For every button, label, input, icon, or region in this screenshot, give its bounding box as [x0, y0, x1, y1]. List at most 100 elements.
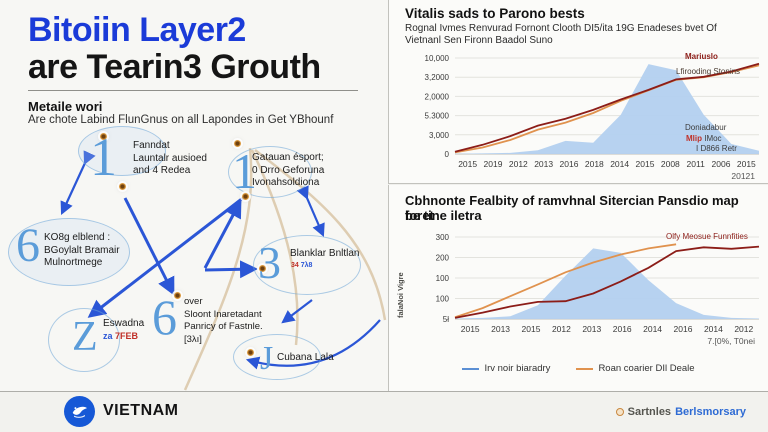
legend-mark-blue [462, 367, 480, 370]
marker-dot [259, 265, 266, 272]
bottom-chart-label-olfy: Olfy Meosue Funnfities [666, 232, 748, 241]
node-digit: 3 [258, 237, 281, 288]
brand-name: VIETNAM [103, 402, 179, 419]
svg-text:2015: 2015 [737, 159, 756, 169]
svg-text:0: 0 [445, 150, 450, 159]
svg-text:200: 200 [436, 254, 450, 263]
svg-text:2016: 2016 [613, 324, 632, 334]
top-chart-panel: Vitalis sads to Parono bests Rognal Ivme… [388, 0, 768, 184]
svg-text:7.[0%, T0nei: 7.[0%, T0nei [707, 336, 755, 346]
bottom-chart-title-2: be tine iletra [405, 208, 482, 223]
node-sublabel-red: 34 [291, 262, 299, 269]
top-chart-label-mlip-imoc: Mlip IMoc [686, 134, 722, 143]
legend-label: Irv noir biaradry [484, 363, 551, 374]
arrow-double [296, 185, 325, 238]
vietnam-logo [64, 396, 95, 427]
title-line-1: Bitoiin Layer2 [28, 11, 246, 49]
bottom-chart-ylabel: falaNoi Vigre [396, 272, 405, 318]
svg-text:5ł: 5ł [443, 315, 449, 324]
node-bubble [8, 218, 130, 286]
node-bubble [78, 126, 166, 176]
svg-text:2019: 2019 [484, 159, 503, 169]
arrow [203, 199, 242, 269]
node-digit: 6 [16, 219, 40, 272]
arrow [281, 299, 313, 324]
left-panel: Bitoiin Layer2 are Tearin3 Grouth Metail… [0, 0, 388, 391]
arrow [123, 197, 175, 296]
section-heading: Metaile wori [28, 99, 103, 114]
page-title: Bitoiin Layer2 are Tearin3 Grouth [28, 12, 321, 86]
credit-left: Sartnles [627, 406, 672, 418]
svg-text:3,000: 3,000 [429, 131, 450, 140]
node-label: Fanndat Launtalr ausioed and 4 Redea [133, 140, 207, 176]
svg-text:2018: 2018 [585, 159, 604, 169]
node-digit: J [260, 340, 274, 377]
svg-text:2015: 2015 [461, 324, 480, 334]
node-digit: Z [72, 314, 98, 360]
marker-dot [174, 292, 181, 299]
svg-text:2014: 2014 [610, 159, 629, 169]
svg-text:2,0000: 2,0000 [425, 92, 450, 101]
node-sublabel: 34 7λ8 [291, 262, 312, 270]
credit-right: Berlsmorsary [675, 406, 746, 418]
legend-item: Roan coarier DIl Deale [576, 363, 695, 374]
top-chart-label-doniadabur: Doniadabur [685, 123, 727, 132]
node-sublabel-blue: za [103, 331, 113, 341]
svg-text:2015: 2015 [522, 324, 541, 334]
svg-text:100: 100 [436, 295, 450, 304]
node-label: KO8g elblend : BGoylalt Bramair Mulnortm… [44, 232, 120, 268]
top-chart-label-mariuslo: Mariuslo [685, 52, 718, 61]
node-label: Eswadna [103, 318, 145, 329]
svg-text:2014: 2014 [704, 324, 723, 334]
svg-text:2016: 2016 [560, 159, 579, 169]
marker-dot [234, 140, 241, 147]
dove-icon [72, 406, 87, 418]
svg-text:2013: 2013 [534, 159, 553, 169]
arrow-double [60, 150, 96, 215]
node-sublabel-red: 7FEB [115, 331, 139, 341]
svg-text:2006: 2006 [712, 159, 731, 169]
legend-label: Roan coarier DIl Deale [598, 363, 695, 374]
arrow [204, 260, 258, 279]
top-chart-label-d866: I D866 Retr [696, 144, 737, 153]
node-digit: 1 [90, 127, 117, 187]
svg-text:2015: 2015 [458, 159, 477, 169]
svg-text:2015: 2015 [636, 159, 655, 169]
svg-text:2013: 2013 [491, 324, 510, 334]
bottom-chart-title-1: Cbhnonte Fealbity of ramvhnal Sitercian … [405, 193, 739, 223]
arrow [87, 196, 244, 318]
svg-text:2012: 2012 [509, 159, 528, 169]
top-chart-title: Vitalis sads to Parono bests [405, 6, 585, 21]
node-sublabel: za 7FEB [103, 331, 139, 341]
top-chart-subtitle-1: Rognal Ivmes Renvurad Fornont Clooth DI5… [405, 23, 717, 34]
node-label: over Sloont Inaretadant Panricy of Fastn… [184, 296, 263, 345]
node-label: Gatauan ésport; 0 Drro Geforuna Ivonahso… [252, 152, 325, 188]
marker-dot [119, 183, 126, 190]
svg-text:2012: 2012 [734, 324, 753, 334]
bottom-chart-panel: Cbhnonte Fealbity of ramvhnal Sitercian … [388, 185, 768, 391]
svg-text:2008: 2008 [661, 159, 680, 169]
svg-text:2012: 2012 [552, 324, 571, 334]
svg-text:100: 100 [436, 274, 450, 283]
node-bubble [253, 235, 361, 295]
title-line-2: are Tearin3 Grouth [28, 48, 321, 86]
node-sublabel-blue: 7λ8 [300, 262, 313, 269]
node-digit: 6 [152, 289, 177, 345]
node-bubble [233, 334, 321, 380]
top-chart: 10,000 3,2000 2,0000 5.3000 3,000 0 2015 2019 20… [425, 54, 760, 180]
svg-text:2014: 2014 [643, 324, 662, 334]
section-subtitle: Are chote Labind FlunGnus on all Laponde… [28, 114, 334, 126]
svg-text:2011: 2011 [687, 159, 706, 169]
legend-item: Irv noir biaradry [462, 363, 550, 374]
marker-dot [247, 349, 254, 356]
node-label: Blanklar Bnltlan [290, 248, 360, 259]
svg-text:2013: 2013 [582, 324, 601, 334]
legend-mark-orange [576, 367, 594, 370]
node-bubble [228, 146, 312, 198]
node-bubble [48, 308, 120, 372]
bottom-chart-legend: Irv noir biaradry Roan coarier DIl Deale [389, 363, 768, 374]
svg-text:300: 300 [436, 233, 450, 242]
top-chart-subtitle-2: Vietnanl Sen Fironn Baadol Suno [405, 35, 553, 46]
top-chart-label-lfirooding: Lfirooding Stonins [676, 67, 741, 76]
